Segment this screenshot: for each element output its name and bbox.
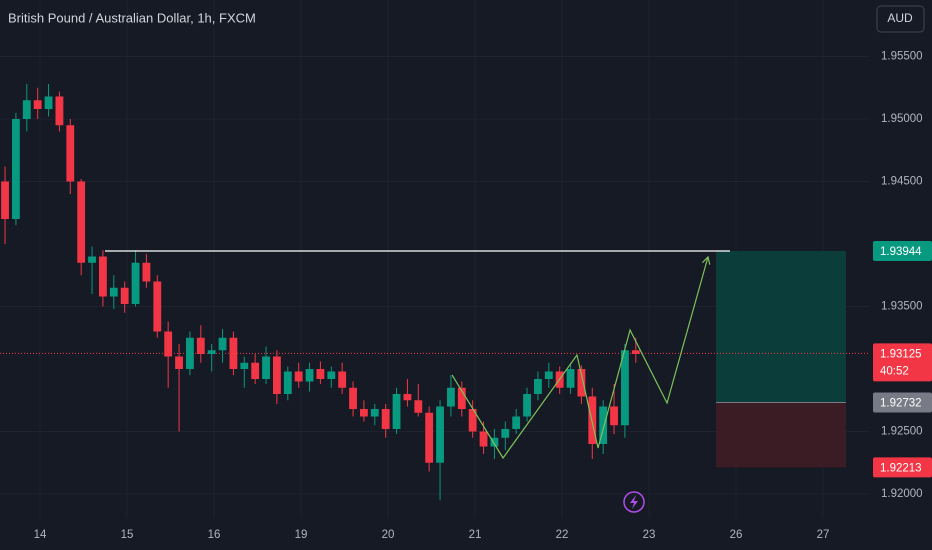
candle-body <box>631 350 640 354</box>
candle-body <box>251 362 260 379</box>
candle-body <box>501 429 510 438</box>
candle-body <box>599 406 608 444</box>
candle-body <box>1 181 9 219</box>
y-tick-label: 1.95000 <box>881 113 923 125</box>
x-tick-label: 19 <box>295 529 308 541</box>
candle-body <box>316 369 325 379</box>
candle-body <box>283 371 292 394</box>
candle-body <box>512 416 521 429</box>
candle-body <box>273 356 281 394</box>
chart-title: British Pound / Australian Dollar, 1h, F… <box>8 10 256 25</box>
target-price-label-bg <box>873 241 932 261</box>
candle-body <box>196 337 205 354</box>
candle-body <box>436 406 444 463</box>
pattern-arrowhead <box>701 255 711 265</box>
candle-body <box>207 350 216 354</box>
x-tick-label: 16 <box>208 529 221 541</box>
x-tick-label: 26 <box>730 529 743 541</box>
last-price-label: 1.93125 <box>880 348 922 360</box>
candle-body <box>12 119 20 219</box>
candle-body <box>479 431 488 447</box>
candle-body <box>120 287 129 304</box>
candle-body <box>229 337 238 369</box>
candle-body <box>523 394 531 417</box>
last-price-bg <box>873 343 932 382</box>
x-tick-label: 20 <box>382 529 395 541</box>
currency-label[interactable]: AUD <box>887 11 913 25</box>
entry-price-label: 1.92732 <box>880 398 922 410</box>
candle-body <box>338 371 347 388</box>
candle-body <box>33 100 42 109</box>
candle-body <box>534 379 542 394</box>
candle-body <box>131 262 140 304</box>
profit-zone <box>716 251 846 403</box>
x-tick-label: 23 <box>643 529 656 541</box>
lightning-icon[interactable] <box>623 491 645 513</box>
candle-body <box>164 331 173 357</box>
candle-body <box>425 412 434 463</box>
candle-body <box>327 371 336 379</box>
candle-body <box>457 387 466 409</box>
candle-body <box>186 337 194 369</box>
candle-body <box>370 409 379 417</box>
y-tick-label: 1.92500 <box>881 426 923 438</box>
candle-body <box>447 387 455 407</box>
candle-body <box>381 409 390 429</box>
candle-body <box>610 406 618 426</box>
candle-body <box>240 362 249 369</box>
stop-price-label-bg <box>873 457 932 478</box>
y-tick-label: 1.92000 <box>881 488 923 500</box>
currency-button[interactable] <box>876 5 925 33</box>
candle-body <box>490 437 499 447</box>
candle-body <box>392 394 401 429</box>
candle-body <box>77 181 86 263</box>
x-tick-label: 14 <box>34 529 47 541</box>
target-price-label: 1.93944 <box>880 246 922 258</box>
pattern-line <box>451 256 709 460</box>
countdown-label: 40:52 <box>880 365 909 377</box>
candle-body <box>621 350 629 426</box>
candle-body <box>109 287 118 297</box>
candle-body <box>66 125 75 182</box>
candle-body <box>544 371 553 379</box>
loss-zone <box>716 402 846 468</box>
entry-price-label-bg <box>873 392 932 413</box>
candle-body <box>55 96 64 126</box>
candle-body <box>577 369 586 397</box>
candle-body <box>262 356 270 379</box>
y-tick-label: 1.94500 <box>881 176 923 188</box>
candle-body <box>44 96 53 109</box>
candle-body <box>218 337 227 351</box>
y-tick-label: 1.95500 <box>881 51 923 63</box>
candle-body <box>403 394 412 401</box>
candle-body <box>305 369 314 382</box>
candle-body <box>468 409 477 432</box>
icon-ring <box>623 491 645 513</box>
x-tick-label: 22 <box>556 529 569 541</box>
candle-body <box>414 400 423 413</box>
candle-body <box>142 262 151 282</box>
plot <box>0 84 870 501</box>
candle-body <box>22 100 31 119</box>
x-tick-label: 21 <box>469 529 482 541</box>
stop-price-label: 1.92213 <box>880 462 922 474</box>
candle-body <box>294 371 303 382</box>
candle-body <box>88 256 96 263</box>
icon-bolt <box>630 495 638 509</box>
candle-body <box>153 281 162 332</box>
candle-body <box>99 256 107 297</box>
candle-body <box>360 409 368 417</box>
x-tick-label: 15 <box>121 529 134 541</box>
y-tick-label: 1.93500 <box>881 301 923 313</box>
candle-body <box>175 356 183 369</box>
candle-body <box>349 387 357 409</box>
x-tick-label: 27 <box>817 529 830 541</box>
candle-body <box>566 369 575 388</box>
